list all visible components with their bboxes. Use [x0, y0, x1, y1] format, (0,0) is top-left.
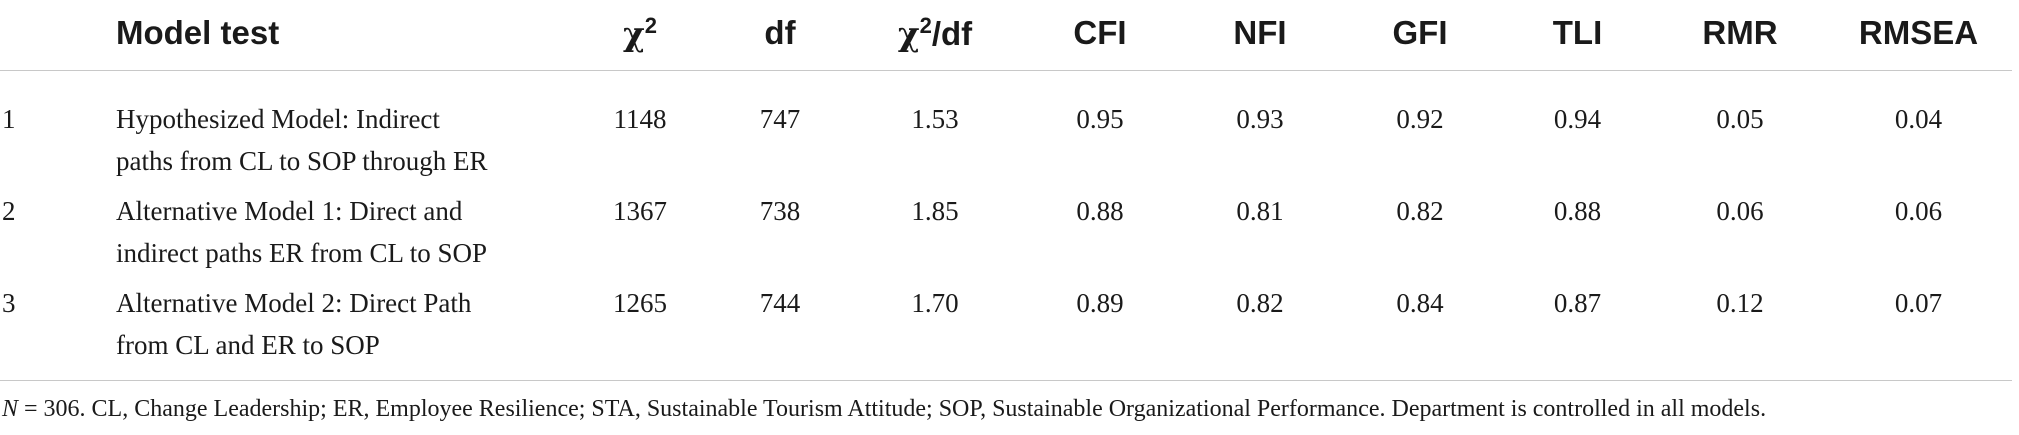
cell-rmsea: 0.07 [1825, 274, 2012, 381]
cell-rmsea: 0.04 [1894, 104, 1943, 134]
header-chi-square-df: χ2/df [850, 0, 1020, 71]
model-description: Alternative Model 2: Direct Path from CL … [110, 274, 570, 381]
header-num [0, 0, 110, 71]
table-row: 2 Alternative Model 1: Direct and indirec… [0, 182, 2012, 274]
cell-rmsea: 0.06 [1894, 196, 1943, 226]
cell-cfi: 0.89 [1020, 274, 1180, 381]
cell-gfi: 0.92 [1396, 104, 1444, 134]
cell-tli: 0.88 [1553, 196, 1602, 226]
header-df: df [710, 0, 850, 71]
row-number: 1 [2, 104, 16, 134]
cell-rmr: 0.06 [1716, 196, 1764, 226]
model-description-line2: from CL and ER to SOP [116, 330, 380, 360]
model-description-line1: Hypothesized Model: Indirect [116, 104, 440, 134]
table-header-row: Model test χ2 df χ2/df CFI NFI GFI TLI R… [0, 0, 2012, 71]
model-description-line1: Alternative Model 2: Direct Path [116, 288, 472, 318]
table-row: 3 Alternative Model 2: Direct Path from C… [0, 274, 2012, 381]
cell-nfi: 0.82 [1180, 274, 1340, 381]
cell-gfi: 0.84 [1340, 274, 1500, 381]
cell-df: 738 [759, 196, 801, 226]
model-description: Alternative Model 1: Direct and indirect … [110, 182, 570, 274]
header-tli: TLI [1500, 0, 1655, 71]
cell-nfi: 0.81 [1236, 196, 1284, 226]
header-chi-square: χ2 [570, 0, 710, 71]
header-chi-square-df-rest: /df [931, 14, 973, 52]
cell-tli: 0.87 [1500, 274, 1655, 381]
row-number: 2 [2, 196, 16, 226]
cell-cfi: 0.95 [1076, 104, 1124, 134]
model-description-line2: paths from CL to SOP through ER [116, 146, 488, 176]
model-fit-table: Model test χ2 df χ2/df CFI NFI GFI TLI R… [0, 0, 2012, 381]
cell-chi-square-df: 1.85 [911, 196, 959, 226]
header-cfi: CFI [1020, 0, 1180, 71]
header-rmr: RMR [1655, 0, 1825, 71]
table-row: 1 Hypothesized Model: Indirect paths from… [0, 71, 2012, 183]
cell-nfi: 0.93 [1236, 104, 1284, 134]
cell-rmr: 0.05 [1716, 104, 1764, 134]
cell-chi-square-df: 1.70 [850, 274, 1020, 381]
header-gfi: GFI [1340, 0, 1500, 71]
cell-cfi: 0.88 [1076, 196, 1124, 226]
header-chi-square-df-symbol: χ [897, 13, 920, 53]
cell-chi-square: 1265 [570, 274, 710, 381]
row-number: 3 [0, 274, 110, 381]
header-nfi: NFI [1180, 0, 1340, 71]
header-chi-square-df-sup: 2 [919, 12, 932, 38]
header-chi-square-symbol: χ [623, 13, 645, 53]
footnote-text: = 306. CL, Change Leadership; ER, Employ… [18, 396, 1767, 422]
cell-tli: 0.94 [1553, 104, 1602, 134]
header-model-test: Model test [110, 0, 570, 71]
cell-chi-square: 1148 [613, 104, 667, 134]
table-footnote: N = 306. CL, Change Leadership; ER, Empl… [2, 396, 1766, 423]
cell-chi-square: 1367 [613, 196, 667, 226]
model-description: Hypothesized Model: Indirect paths from C… [110, 71, 570, 183]
header-rmsea: RMSEA [1825, 0, 2012, 71]
cell-gfi: 0.82 [1396, 196, 1444, 226]
cell-df: 744 [710, 274, 850, 381]
model-description-line2: indirect paths ER from CL to SOP [116, 238, 487, 268]
cell-chi-square-df: 1.53 [911, 104, 959, 134]
header-chi-square-sup: 2 [644, 12, 657, 38]
cell-df: 747 [759, 104, 801, 134]
footnote-n-label: N [2, 396, 19, 422]
model-description-line1: Alternative Model 1: Direct and [116, 196, 463, 226]
model-fit-table-container: Model test χ2 df χ2/df CFI NFI GFI TLI R… [0, 0, 2012, 381]
cell-rmr: 0.12 [1655, 274, 1825, 381]
